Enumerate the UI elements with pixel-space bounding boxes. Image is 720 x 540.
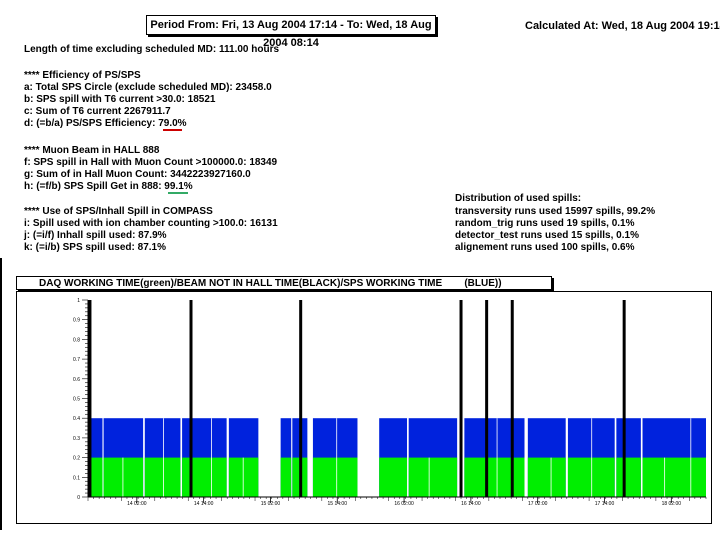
dropout-line	[336, 418, 338, 497]
daq-segment	[464, 457, 525, 497]
beam-not-in-hall-spike	[299, 300, 303, 497]
y-tick-label: 0.4	[73, 416, 80, 422]
dropout-line	[550, 457, 552, 497]
beam-not-in-hall-spike	[622, 300, 626, 497]
y-tick-label: 1	[77, 298, 80, 304]
dropout-line	[428, 457, 430, 497]
x-tick-label: 14 14:00	[194, 501, 214, 507]
dropout-line	[211, 418, 212, 497]
daq-segment	[103, 457, 144, 497]
dropout-line	[122, 457, 124, 497]
daq-segment	[88, 457, 103, 497]
efficiency-title: **** Efficiency of PS/SPS	[24, 70, 141, 81]
line-h: h: (=f/b) SPS Spill Get in 888: 99.1%	[24, 181, 193, 192]
dropout-line	[496, 418, 498, 497]
x-tick-label: 17 02:00	[528, 501, 548, 507]
use-title: **** Use of SPS/Inhall Spill in COMPASS	[24, 206, 213, 217]
daq-segment	[312, 457, 358, 497]
y-tick-label: 0.3	[73, 436, 80, 442]
dropout-line	[163, 418, 164, 497]
chart-title: DAQ WORKING TIME(green)/BEAM NOT IN HALL…	[16, 276, 552, 290]
line-k: k: (=i/b) SPS spill used: 87.1%	[24, 242, 166, 253]
dropout-line	[242, 457, 244, 497]
beam-not-in-hall-spike	[485, 300, 489, 497]
line-b: b: SPS spill with T6 current >30.0: 1852…	[24, 94, 216, 105]
daq-segment	[642, 457, 706, 497]
x-tick-label: 16 02:00	[394, 501, 414, 507]
x-tick-label: 17 14:00	[595, 501, 615, 507]
distribution-row: transversity runs used 15997 spills, 99.…	[455, 206, 656, 217]
dropout-line	[664, 457, 666, 497]
line-a: a: Total SPS Circle (exclude scheduled M…	[24, 82, 272, 93]
period-title: Period From: Fri, 13 Aug 2004 17:14 - To…	[146, 15, 436, 49]
x-tick-label: 18 02:00	[662, 501, 682, 507]
daq-segment	[182, 457, 227, 497]
dropout-line	[591, 418, 593, 497]
y-tick-label: 0.9	[73, 318, 80, 324]
y-tick-label: 0	[77, 495, 80, 501]
line-d: d: (=b/a) PS/SPS Efficiency: 79.0%	[24, 118, 187, 129]
daq-segment	[408, 457, 458, 497]
x-tick-label: 15 02:00	[261, 501, 281, 507]
y-tick-label: 0.6	[73, 377, 80, 383]
x-tick-label: 15 14:00	[328, 501, 348, 507]
y-tick-label: 0.7	[73, 357, 80, 363]
y-tick-label: 0.8	[73, 337, 80, 343]
y-tick-label: 0.2	[73, 456, 80, 462]
x-tick-label: 14 02:00	[127, 501, 147, 507]
line-i: i: Spill used with ion chamber counting …	[24, 218, 278, 229]
dropout-line	[690, 418, 692, 497]
chart-frame	[16, 291, 712, 524]
beam-not-in-hall-spike	[88, 300, 92, 497]
distribution-row: detector_test runs used 15 spills, 0.1%	[455, 230, 639, 241]
green-underline	[168, 192, 188, 194]
line-j: j: (=i/f) Inhall spill used: 87.9%	[24, 230, 167, 241]
distribution-title: Distribution of used spills:	[455, 193, 582, 204]
red-underline	[163, 129, 182, 131]
daq-segment	[616, 457, 641, 497]
line-g: g: Sum of in Hall Muon Count: 3442223927…	[24, 169, 251, 180]
daq-segment	[527, 457, 566, 497]
daq-segment	[379, 457, 408, 497]
beam-not-in-hall-spike	[510, 300, 514, 497]
beam-not-in-hall-spike	[189, 300, 193, 497]
daq-segment	[280, 457, 292, 497]
line-f: f: SPS spill in Hall with Muon Count >10…	[24, 157, 278, 168]
x-tick-label: 16 14:00	[461, 501, 481, 507]
distribution-row: random_trig runs used 19 spills, 0.1%	[455, 218, 635, 229]
daq-segment	[144, 457, 181, 497]
daq-segment	[228, 457, 259, 497]
length-line: Length of time excluding scheduled MD: 1…	[24, 44, 280, 55]
distribution-row: alignement runs used 100 spills, 0.6%	[455, 242, 635, 253]
muon-title: **** Muon Beam in HALL 888	[24, 145, 160, 156]
line-c: c: Sum of T6 current 2267911.7	[24, 106, 171, 117]
calculated-at: Calculated At: Wed, 18 Aug 2004 19:14	[525, 20, 720, 32]
y-tick-label: 0.1	[73, 475, 80, 481]
left-edge-bar	[0, 258, 2, 530]
beam-not-in-hall-spike	[459, 300, 463, 497]
y-tick-label: 0.5	[73, 397, 80, 403]
